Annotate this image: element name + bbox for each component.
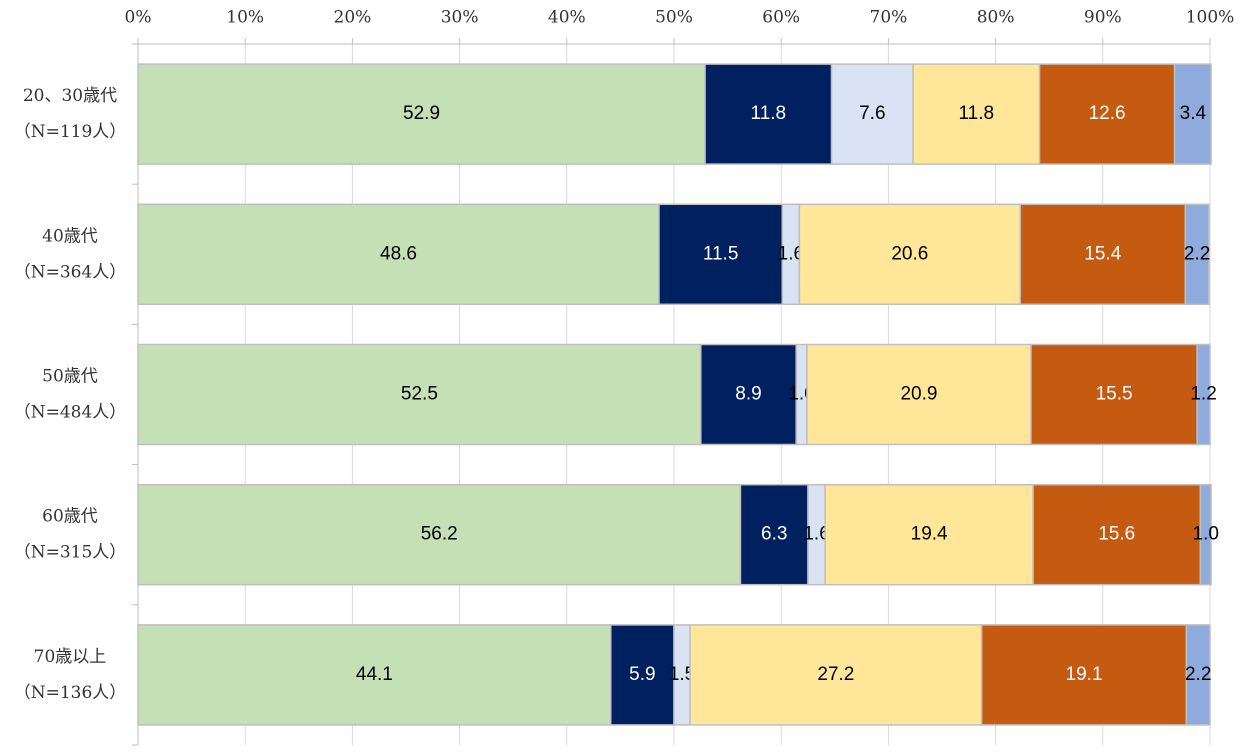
y-tick-label-line: （N=484人） bbox=[14, 402, 127, 422]
y-tick-label: 60歳代 （N=315人） bbox=[14, 506, 127, 562]
data-label: 20.6 bbox=[891, 243, 928, 264]
bar-segment bbox=[610, 624, 675, 726]
bar-segment bbox=[1196, 343, 1211, 446]
x-tick-label: 100% bbox=[1186, 8, 1235, 28]
data-label: 19.1 bbox=[1066, 664, 1103, 685]
data-label: 48.6 bbox=[380, 243, 417, 264]
bar-segment bbox=[824, 483, 1034, 586]
y-tick-label-line: （N=136人） bbox=[14, 682, 127, 702]
bar-segment bbox=[137, 624, 612, 726]
bar-segment bbox=[739, 483, 809, 586]
data-label: 1.2 bbox=[1190, 384, 1216, 405]
data-label: 2.2 bbox=[1185, 664, 1211, 685]
data-label: 11.5 bbox=[703, 243, 739, 264]
data-label: 19.4 bbox=[911, 524, 948, 545]
bar-segment bbox=[700, 343, 797, 446]
bar-segment bbox=[980, 624, 1188, 726]
data-label: 2.2 bbox=[1184, 243, 1210, 264]
y-tick-label-line: （N=119人） bbox=[14, 122, 127, 142]
bar-segment bbox=[137, 343, 702, 446]
bar-segment bbox=[658, 203, 784, 306]
data-label: 6.3 bbox=[761, 524, 787, 545]
x-tick-label: 90% bbox=[1084, 8, 1122, 28]
data-label: 15.5 bbox=[1096, 384, 1133, 405]
y-tick-label: 20、30歳代 （N=119人） bbox=[14, 86, 127, 142]
y-tick-label-line: 70歳以上 bbox=[34, 646, 107, 666]
x-tick-label: 20% bbox=[334, 8, 372, 28]
bar-segment bbox=[830, 63, 914, 165]
bar-segment bbox=[137, 63, 706, 165]
data-label: 5.9 bbox=[629, 664, 655, 685]
y-tick-label-line: （N=364人） bbox=[14, 262, 127, 282]
bar-segment bbox=[1019, 203, 1187, 306]
y-tick-label-line: 50歳代 bbox=[42, 366, 98, 386]
data-label: 56.2 bbox=[421, 524, 458, 545]
bar-segment bbox=[137, 203, 660, 306]
bar-segment bbox=[798, 203, 1022, 306]
bar-segment bbox=[912, 63, 1041, 165]
bar-segment bbox=[689, 624, 983, 726]
data-label: 1.6 bbox=[803, 524, 829, 545]
y-tick-label: 70歳以上 （N=136人） bbox=[14, 646, 127, 702]
bar-segment bbox=[1030, 343, 1198, 446]
bar-segment bbox=[1173, 63, 1212, 165]
data-label: 52.5 bbox=[401, 384, 438, 405]
bar-segment bbox=[1038, 63, 1176, 165]
data-label: 15.6 bbox=[1098, 524, 1135, 545]
bar-segment bbox=[806, 343, 1032, 446]
x-tick-label: 30% bbox=[441, 8, 479, 28]
y-tick-label-line: 60歳代 bbox=[42, 506, 98, 526]
data-label: 1.5 bbox=[669, 664, 695, 685]
data-label: 3.4 bbox=[1180, 103, 1207, 124]
data-label: 27.2 bbox=[817, 664, 854, 685]
bar-segment bbox=[1199, 483, 1212, 586]
y-tick-label-line: 20、30歳代 bbox=[23, 86, 117, 106]
data-label: 1.0 bbox=[1193, 524, 1219, 545]
x-tick-label: 60% bbox=[762, 8, 800, 28]
data-label: 1.6 bbox=[778, 243, 804, 264]
data-label: 52.9 bbox=[403, 103, 440, 124]
bar-segment bbox=[1184, 203, 1210, 306]
x-tick-label: 10% bbox=[226, 8, 264, 28]
x-tick-label: 40% bbox=[548, 8, 586, 28]
data-label: 8.9 bbox=[735, 384, 761, 405]
y-tick-label-line: 40歳代 bbox=[42, 226, 98, 246]
data-label: 7.6 bbox=[859, 103, 885, 124]
bar-segment bbox=[137, 483, 742, 586]
x-tick-label: 80% bbox=[977, 8, 1015, 28]
data-label: 20.9 bbox=[900, 384, 937, 405]
data-label: 44.1 bbox=[356, 664, 393, 685]
y-tick-label-line: （N=315人） bbox=[14, 542, 127, 562]
bar-segment bbox=[1032, 483, 1202, 586]
data-label: 11.8 bbox=[959, 103, 995, 124]
data-label: 15.4 bbox=[1084, 243, 1121, 264]
x-tick-label: 70% bbox=[870, 8, 908, 28]
data-label: 11.8 bbox=[751, 103, 787, 124]
x-tick-label: 50% bbox=[655, 8, 693, 28]
data-label: 12.6 bbox=[1089, 103, 1126, 124]
bar-segment bbox=[1185, 624, 1211, 726]
y-tick-label: 50歳代 （N=484人） bbox=[14, 366, 127, 422]
x-tick-label: 0% bbox=[125, 8, 152, 28]
y-tick-label: 40歳代 （N=364人） bbox=[14, 226, 127, 282]
